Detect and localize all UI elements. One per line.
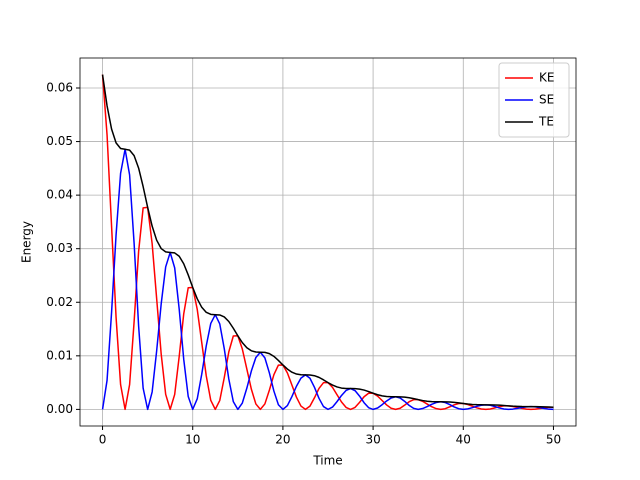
x-axis-label: Time [312, 454, 342, 468]
line-series [101, 148, 554, 411]
legend-label: KE [539, 71, 554, 85]
line-series [101, 74, 554, 408]
legend-box [498, 62, 570, 138]
x-tick-label: 50 [546, 433, 561, 447]
x-tick-label: 30 [365, 433, 380, 447]
y-tick-label: 0.03 [46, 241, 73, 255]
y-tick-label: 0.04 [46, 188, 73, 202]
x-tick-label: 0 [99, 433, 107, 447]
x-tick-label: 40 [456, 433, 471, 447]
x-tick-label: 10 [185, 433, 200, 447]
y-axis-label: Energy [20, 221, 34, 263]
y-tick-label: 0.05 [46, 134, 73, 148]
y-tick-label: 0.00 [46, 402, 73, 416]
y-tick-label: 0.01 [46, 348, 73, 362]
x-tick-label: 20 [275, 433, 290, 447]
legend-label: SE [539, 93, 554, 107]
y-tick-label: 0.06 [46, 80, 73, 94]
plot-frame [79, 57, 577, 427]
legend: KE SE TE [498, 62, 570, 138]
y-tick-label: 0.02 [46, 295, 73, 309]
legend-label: TE [538, 115, 554, 129]
